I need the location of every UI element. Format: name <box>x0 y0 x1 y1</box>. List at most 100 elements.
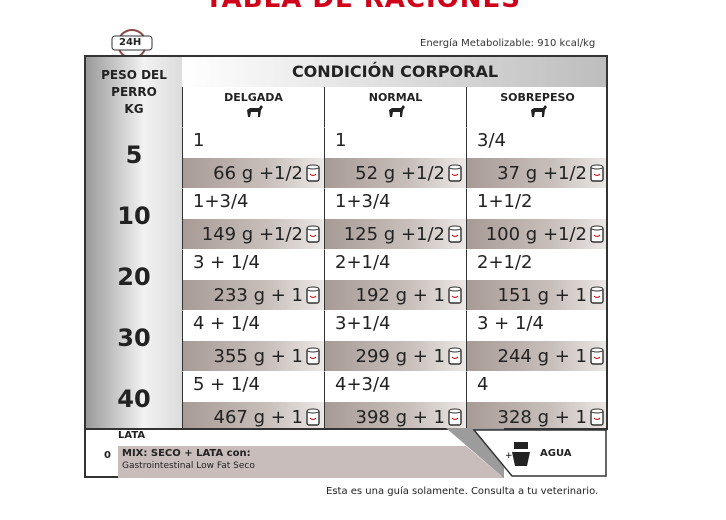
dry-amount: 1 <box>335 130 347 151</box>
title: TABLA DE RACIONES <box>0 0 726 14</box>
can-icon <box>448 347 462 365</box>
water-box: + AGUA <box>472 428 608 478</box>
wet-amount-row: 244 g + 1 <box>467 341 606 371</box>
can-icon <box>590 347 604 365</box>
weight-header-line: KG <box>124 102 144 116</box>
dog-icon <box>246 105 263 117</box>
weight-label: 30 <box>117 324 151 352</box>
wet-amount-row: 467 g + 1 <box>183 402 324 428</box>
mix-label: MIX: SECO + LATA con: <box>122 448 251 459</box>
wet-amount: 233 g + 1 <box>213 285 303 306</box>
wet-amount-row: 100 g +1/2 <box>467 219 606 249</box>
weight-header: PESO DEL PERRO KG <box>86 67 182 118</box>
ration-cell: 1+1/2 100 g +1/2 <box>466 188 606 249</box>
dry-amount: 1+1/2 <box>477 191 533 212</box>
weight-label: 5 <box>125 141 143 169</box>
ration-cell: 4 328 g + 1 <box>466 371 606 428</box>
dry-amount: 3 + 1/4 <box>193 252 260 273</box>
can-icon <box>590 225 604 243</box>
weight-label: 20 <box>117 263 151 291</box>
wet-amount-row: 233 g + 1 <box>183 280 324 310</box>
ration-cell: 5 + 1/4 467 g + 1 <box>182 371 324 428</box>
dry-amount: 1+3/4 <box>335 191 391 212</box>
wet-amount: 192 g + 1 <box>355 285 445 306</box>
wet-amount: 149 g +1/2 <box>201 224 303 245</box>
dry-amount: 2+1/2 <box>477 252 533 273</box>
water-label: AGUA <box>540 448 572 459</box>
wet-amount-row: 37 g +1/2 <box>467 158 606 188</box>
can-label: LATA <box>118 430 146 441</box>
wet-amount: 467 g + 1 <box>213 407 303 428</box>
wet-amount-row: 149 g +1/2 <box>183 219 324 249</box>
wet-amount-row: 151 g + 1 <box>467 280 606 310</box>
weight-header-line: PERRO <box>111 85 157 99</box>
weight-label: 10 <box>117 202 151 230</box>
can-icon <box>590 164 604 182</box>
ration-cell: 4 + 1/4 355 g + 1 <box>182 310 324 371</box>
dry-amount: 3+1/4 <box>335 313 391 334</box>
ration-cell: 1 52 g +1/2 <box>324 127 466 188</box>
wet-amount: 37 g +1/2 <box>497 163 587 184</box>
dry-amount: 3/4 <box>477 130 506 151</box>
wet-amount: 398 g + 1 <box>355 407 445 428</box>
mix-product: Gastrointestinal Low Fat Seco <box>122 461 255 471</box>
legend-box: LATA 0 MIX: SECO + LATA con: Gastrointes… <box>84 428 504 478</box>
wet-amount: 100 g +1/2 <box>485 224 587 245</box>
wet-amount: 355 g + 1 <box>213 346 303 367</box>
can-icon <box>306 286 320 304</box>
can-icon <box>448 408 462 426</box>
wet-amount-row: 398 g + 1 <box>325 402 466 428</box>
column-header: DELGADA <box>182 87 324 127</box>
ration-cell: 2+1/4 192 g + 1 <box>324 249 466 310</box>
energy-note: Energía Metabolizable: 910 kcal/kg <box>420 38 596 49</box>
footnote: Esta es una guía solamente. Consulta a t… <box>326 486 599 497</box>
can-icon <box>448 164 462 182</box>
dry-amount: 4+3/4 <box>335 374 391 395</box>
wet-amount-row: 299 g + 1 <box>325 341 466 371</box>
wet-amount-row: 125 g +1/2 <box>325 219 466 249</box>
ration-cell: 1+3/4 149 g +1/2 <box>182 188 324 249</box>
dog-icon <box>530 105 547 117</box>
dry-amount: 3 + 1/4 <box>477 313 544 334</box>
dry-amount: 4 + 1/4 <box>193 313 260 334</box>
dog-icon <box>388 105 405 117</box>
can-count: 0 <box>104 450 111 461</box>
can-icon <box>590 408 604 426</box>
condition-header: CONDICIÓN CORPORAL <box>182 57 606 87</box>
can-icon <box>306 347 320 365</box>
column-header: NORMAL <box>324 87 466 127</box>
can-icon <box>306 408 320 426</box>
weight-header-line: PESO DEL <box>101 68 167 82</box>
dry-amount: 1+3/4 <box>193 191 249 212</box>
can-icon <box>306 164 320 182</box>
ration-cell: 2+1/2 151 g + 1 <box>466 249 606 310</box>
wet-amount: 66 g +1/2 <box>213 163 303 184</box>
dry-amount: 4 <box>477 374 489 395</box>
ration-cell: 1+3/4 125 g +1/2 <box>324 188 466 249</box>
column-header: SOBREPESO <box>466 87 606 127</box>
can-icon <box>448 286 462 304</box>
column-label: SOBREPESO <box>500 91 575 104</box>
wet-amount: 244 g + 1 <box>497 346 587 367</box>
water-shape: + <box>472 429 607 477</box>
wet-amount: 125 g +1/2 <box>343 224 445 245</box>
wet-amount-row: 66 g +1/2 <box>183 158 324 188</box>
can-icon <box>590 286 604 304</box>
clock-label: 24H <box>119 37 142 48</box>
can-icon <box>448 225 462 243</box>
weight-column <box>86 57 182 428</box>
wet-amount: 151 g + 1 <box>497 285 587 306</box>
ration-cell: 3/4 37 g +1/2 <box>466 127 606 188</box>
ration-cell: 3 + 1/4 233 g + 1 <box>182 249 324 310</box>
ration-cell: 4+3/4 398 g + 1 <box>324 371 466 428</box>
column-label: NORMAL <box>368 91 423 104</box>
wet-amount: 52 g +1/2 <box>355 163 445 184</box>
ration-cell: 1 66 g +1/2 <box>182 127 324 188</box>
clock-icon: 24H <box>108 24 158 59</box>
wet-amount-row: 52 g +1/2 <box>325 158 466 188</box>
ration-table: PESO DEL PERRO KG CONDICIÓN CORPORAL DELGA… <box>84 55 608 430</box>
wet-amount: 299 g + 1 <box>355 346 445 367</box>
weight-label: 40 <box>117 385 151 413</box>
wet-amount-row: 328 g + 1 <box>467 402 606 428</box>
